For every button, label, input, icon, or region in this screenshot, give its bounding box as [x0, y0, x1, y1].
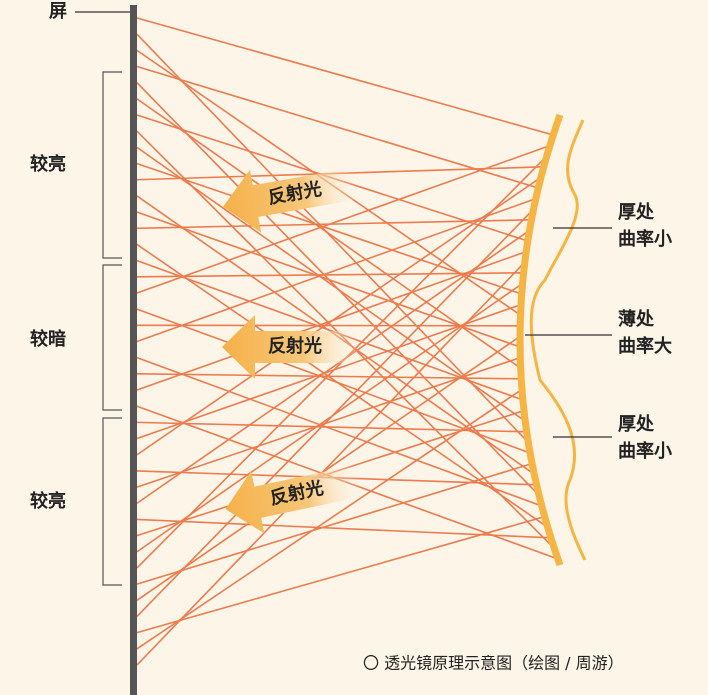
ray	[136, 515, 545, 634]
ray	[136, 65, 539, 189]
bracket	[102, 264, 122, 411]
ray	[136, 146, 526, 422]
ray	[136, 33, 529, 443]
mirror-surface	[516, 113, 564, 567]
annotation: 曲率小	[618, 228, 672, 250]
ray	[136, 303, 522, 440]
region-label: 较暗	[30, 328, 66, 350]
annotation: 厚处	[618, 201, 655, 223]
ray	[136, 243, 549, 528]
arrow-shape	[223, 167, 362, 233]
ray	[136, 82, 540, 496]
ray	[136, 308, 531, 454]
ray	[136, 518, 551, 539]
caption: 〇 透光镜原理示意图（绘图 / 周游）	[363, 654, 624, 673]
annotation: 薄处	[618, 308, 655, 330]
ray	[136, 421, 527, 433]
arrow-label: 反射光	[268, 335, 322, 357]
mirror-back	[529, 119, 587, 561]
screen-label: 屏	[49, 1, 67, 22]
ray	[136, 17, 554, 136]
ray	[136, 335, 521, 601]
bracket	[102, 71, 122, 259]
bracket	[102, 417, 122, 586]
ray	[136, 356, 543, 507]
screen	[130, 5, 137, 695]
annotation: 曲率大	[618, 335, 672, 357]
region-label: 较亮	[30, 490, 66, 512]
ray	[136, 356, 521, 488]
ray	[136, 282, 523, 553]
arrow-shape	[222, 315, 360, 379]
annotation: 曲率小	[618, 440, 672, 462]
ray	[136, 462, 533, 585]
arrow: 反射光	[223, 167, 362, 233]
arrow-shape	[225, 464, 364, 534]
ray	[136, 261, 526, 666]
arrow: 反射光	[225, 464, 364, 534]
rays	[136, 17, 559, 666]
arrow: 反射光	[222, 315, 360, 379]
region-label: 较亮	[30, 153, 66, 175]
annotation: 厚处	[618, 413, 655, 435]
